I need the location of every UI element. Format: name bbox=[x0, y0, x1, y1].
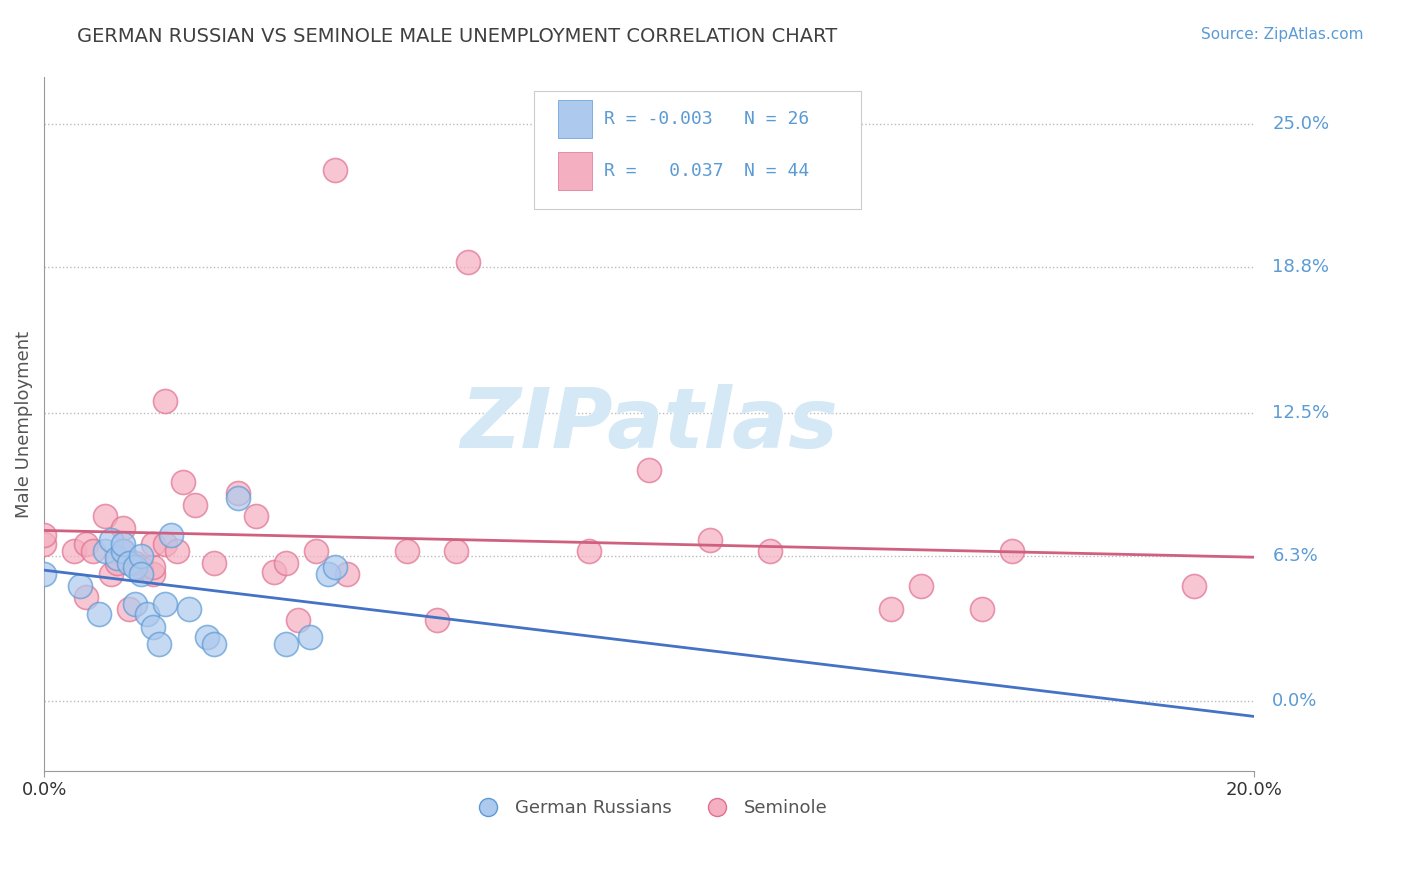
Point bbox=[299, 630, 322, 644]
Point bbox=[202, 637, 225, 651]
Point bbox=[136, 607, 159, 621]
Point bbox=[263, 565, 285, 579]
Point bbox=[910, 579, 932, 593]
Point bbox=[142, 567, 165, 582]
Point bbox=[111, 537, 134, 551]
Point bbox=[82, 544, 104, 558]
Point bbox=[226, 486, 249, 500]
Point bbox=[100, 533, 122, 547]
Point bbox=[148, 637, 170, 651]
Text: N = 26: N = 26 bbox=[744, 110, 808, 128]
FancyBboxPatch shape bbox=[558, 152, 592, 190]
Point bbox=[129, 560, 152, 574]
Point bbox=[578, 544, 600, 558]
Y-axis label: Male Unemployment: Male Unemployment bbox=[15, 331, 32, 517]
Point bbox=[87, 607, 110, 621]
Point bbox=[153, 597, 176, 611]
Point bbox=[32, 537, 55, 551]
Point bbox=[142, 560, 165, 574]
Point bbox=[638, 463, 661, 477]
Text: ZIPatlas: ZIPatlas bbox=[460, 384, 838, 465]
Text: 25.0%: 25.0% bbox=[1272, 115, 1330, 133]
Point bbox=[880, 602, 903, 616]
Point bbox=[318, 567, 340, 582]
Point bbox=[75, 591, 97, 605]
Point bbox=[426, 614, 449, 628]
Point bbox=[184, 498, 207, 512]
Point bbox=[305, 544, 328, 558]
Point bbox=[336, 567, 359, 582]
Point bbox=[75, 537, 97, 551]
Text: 18.8%: 18.8% bbox=[1272, 258, 1329, 276]
FancyBboxPatch shape bbox=[534, 91, 860, 209]
Point bbox=[970, 602, 993, 616]
Point bbox=[274, 556, 297, 570]
Point bbox=[100, 567, 122, 582]
Point bbox=[129, 567, 152, 582]
Point bbox=[111, 521, 134, 535]
Point bbox=[32, 567, 55, 582]
Point bbox=[274, 637, 297, 651]
Point bbox=[142, 537, 165, 551]
Point bbox=[111, 544, 134, 558]
Point bbox=[124, 556, 146, 570]
Text: 6.3%: 6.3% bbox=[1272, 547, 1317, 565]
Point bbox=[396, 544, 419, 558]
Point bbox=[93, 509, 115, 524]
Point bbox=[759, 544, 782, 558]
Point bbox=[160, 528, 183, 542]
Text: R = -0.003: R = -0.003 bbox=[605, 110, 713, 128]
Point bbox=[105, 551, 128, 566]
Point bbox=[226, 491, 249, 505]
Point bbox=[444, 544, 467, 558]
Text: R =   0.037: R = 0.037 bbox=[605, 161, 724, 179]
Point bbox=[457, 255, 479, 269]
Point bbox=[179, 602, 201, 616]
Text: 0.0%: 0.0% bbox=[1272, 692, 1317, 710]
FancyBboxPatch shape bbox=[558, 100, 592, 137]
Point bbox=[197, 630, 219, 644]
Point bbox=[118, 556, 141, 570]
Point bbox=[32, 528, 55, 542]
Point bbox=[323, 560, 346, 574]
Point bbox=[63, 544, 86, 558]
Point bbox=[111, 544, 134, 558]
Point bbox=[166, 544, 188, 558]
Point bbox=[323, 162, 346, 177]
Text: GERMAN RUSSIAN VS SEMINOLE MALE UNEMPLOYMENT CORRELATION CHART: GERMAN RUSSIAN VS SEMINOLE MALE UNEMPLOY… bbox=[77, 27, 838, 45]
Point bbox=[142, 620, 165, 634]
Text: N = 44: N = 44 bbox=[744, 161, 808, 179]
Point bbox=[1182, 579, 1205, 593]
Point bbox=[245, 509, 267, 524]
Point bbox=[124, 560, 146, 574]
Point bbox=[93, 544, 115, 558]
Point bbox=[699, 533, 721, 547]
Point bbox=[129, 549, 152, 563]
Legend: German Russians, Seminole: German Russians, Seminole bbox=[463, 791, 835, 824]
Point bbox=[172, 475, 194, 489]
Point bbox=[118, 602, 141, 616]
Point bbox=[1001, 544, 1024, 558]
Point bbox=[105, 556, 128, 570]
Point bbox=[69, 579, 91, 593]
Point bbox=[153, 537, 176, 551]
Point bbox=[287, 614, 309, 628]
Text: Source: ZipAtlas.com: Source: ZipAtlas.com bbox=[1201, 27, 1364, 42]
Point bbox=[124, 597, 146, 611]
Point bbox=[153, 394, 176, 409]
Point bbox=[202, 556, 225, 570]
Text: 12.5%: 12.5% bbox=[1272, 403, 1330, 422]
